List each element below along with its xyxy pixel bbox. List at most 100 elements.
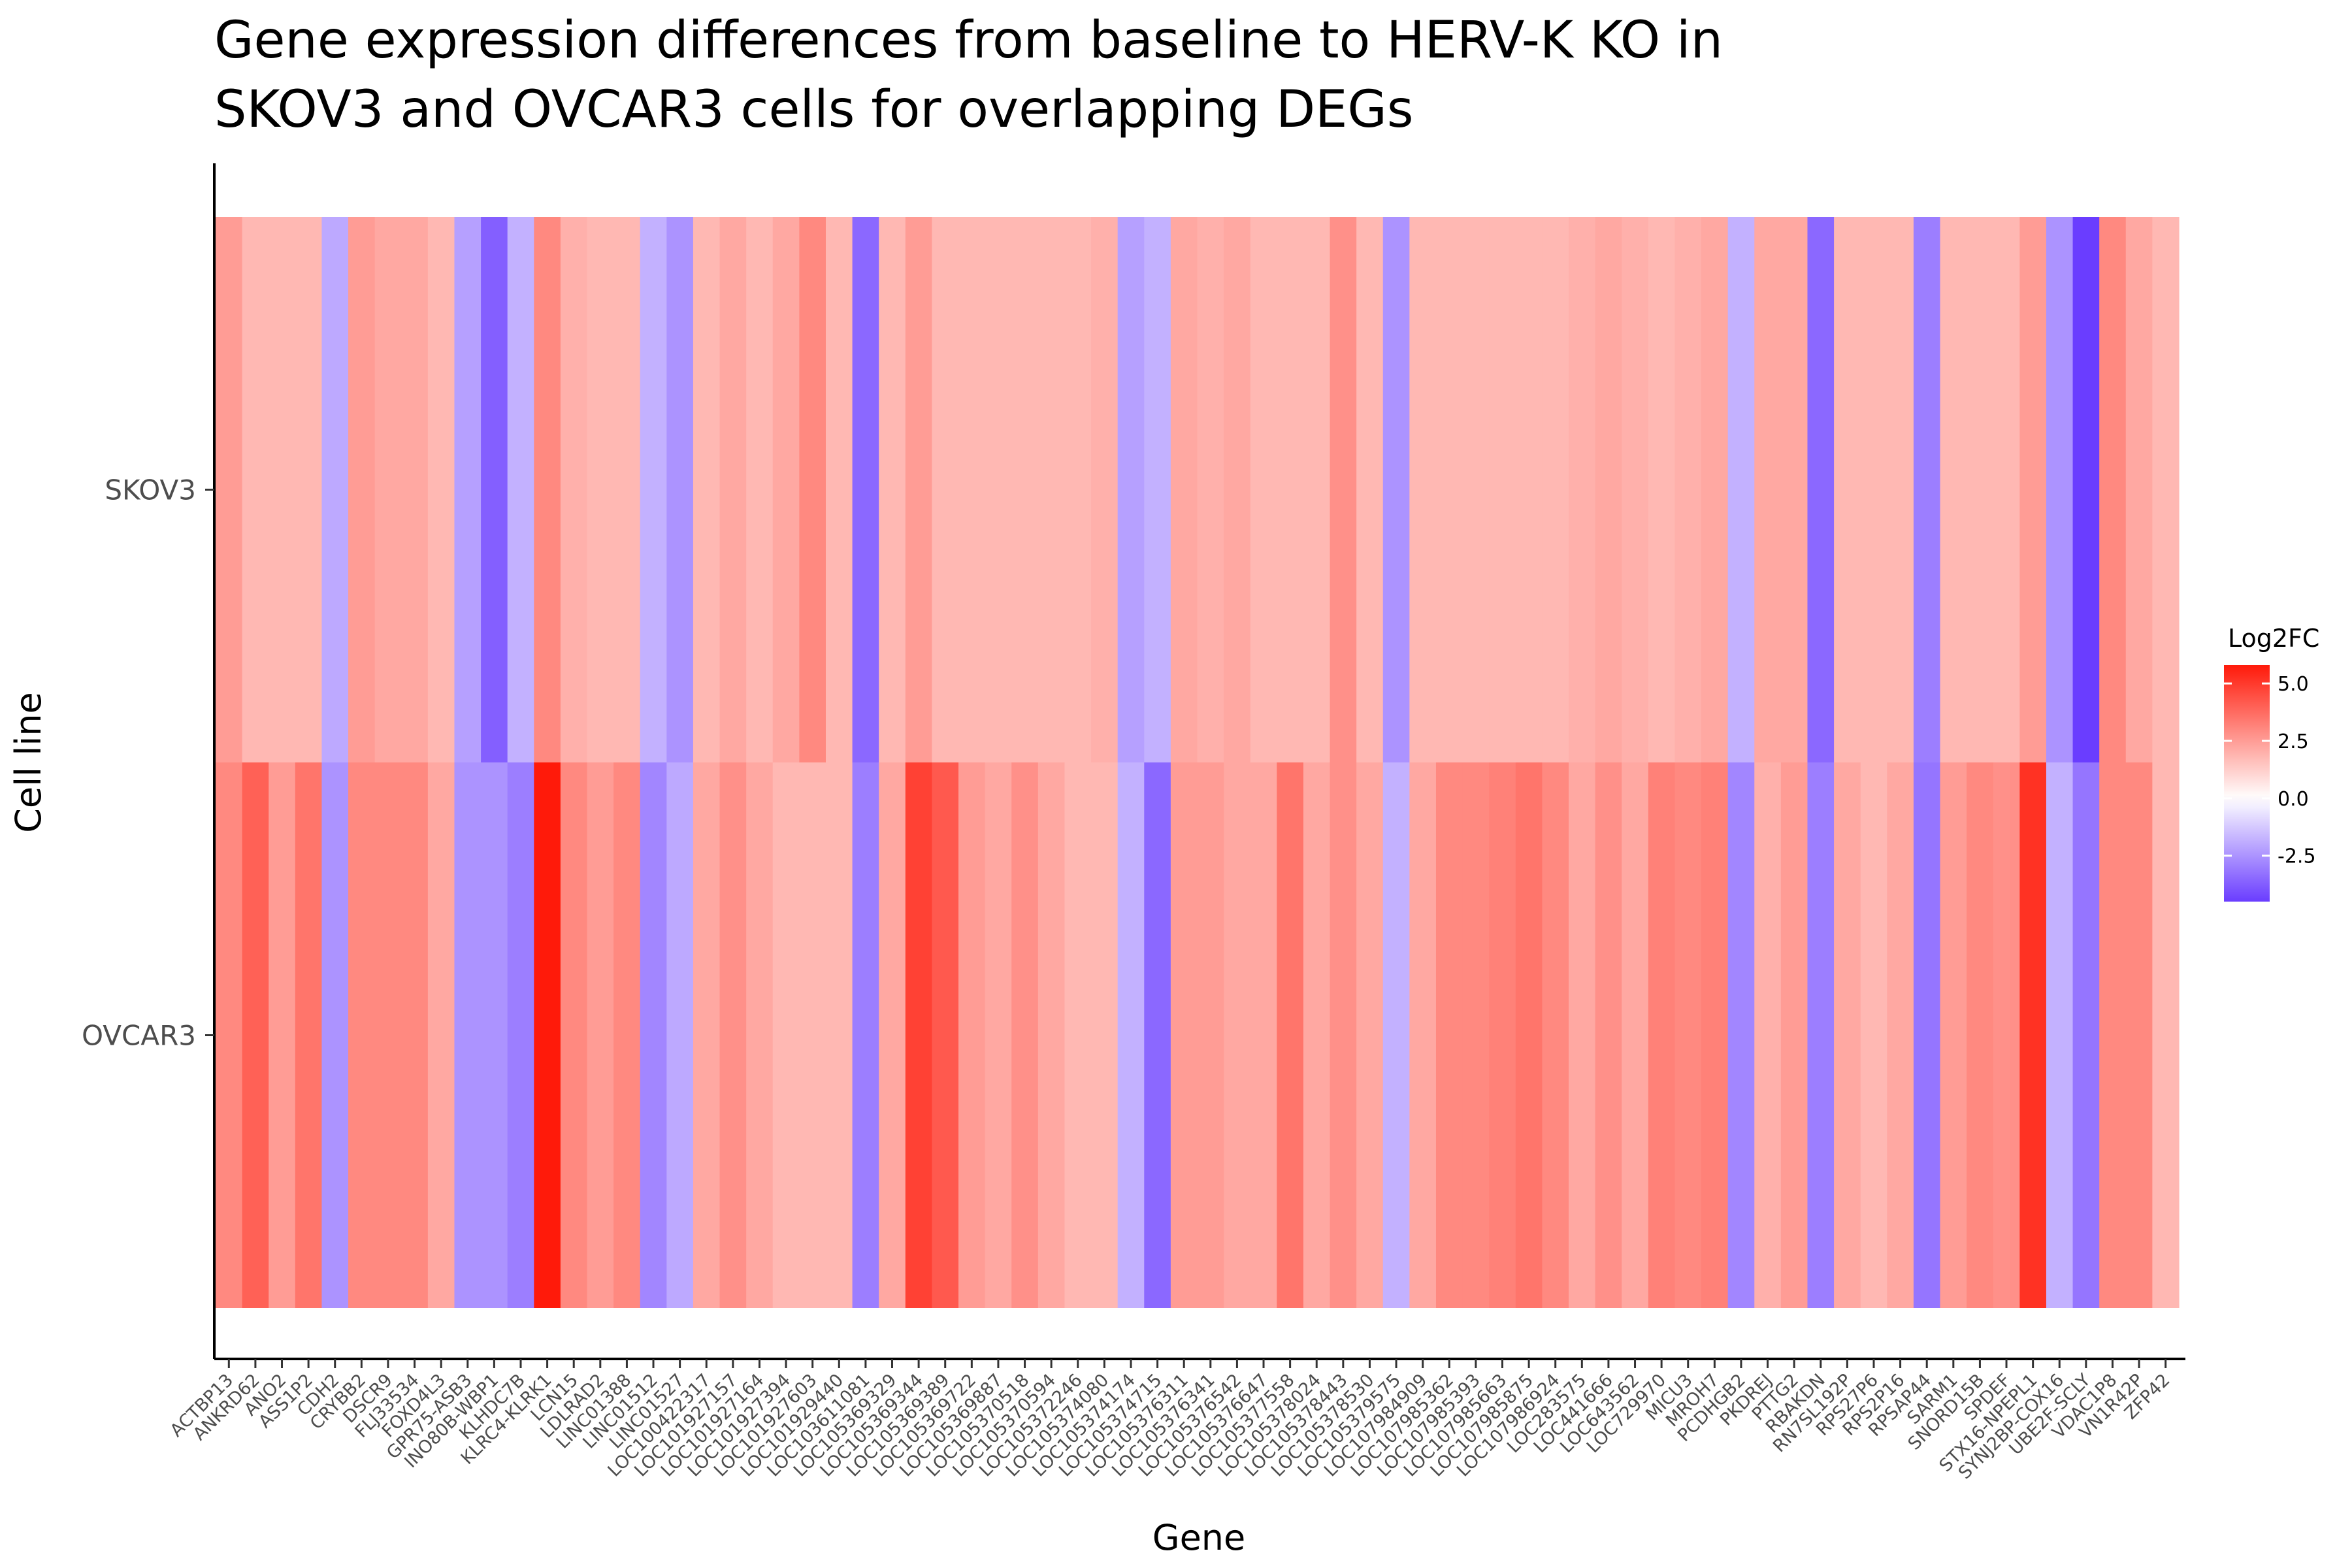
heatmap-cell-skov3-actbp13 bbox=[216, 217, 243, 762]
heatmap-cell-ovcar3-loc105378530 bbox=[1356, 762, 1384, 1308]
heatmap-cell-skov3-rbakdn bbox=[1807, 217, 1835, 762]
heatmap-cell-ovcar3-loc107985875 bbox=[1515, 762, 1543, 1308]
legend-colorbar bbox=[2224, 665, 2270, 902]
heatmap-cell-ovcar3-loc643562 bbox=[1622, 762, 1649, 1308]
legend-tick-label: 0.0 bbox=[2278, 788, 2309, 811]
heatmap-cell-skov3-loc107985875 bbox=[1515, 217, 1543, 762]
chart-title-line-2: SKOV3 and OVCAR3 cells for overlapping D… bbox=[214, 80, 1414, 139]
heatmap-cell-skov3-rps27p6 bbox=[1860, 217, 1887, 762]
heatmap-cell-ovcar3-linc01512 bbox=[640, 762, 667, 1308]
heatmap-cell-skov3-ass1p2 bbox=[295, 217, 323, 762]
heatmap-cell-skov3-loc105379575 bbox=[1382, 217, 1410, 762]
heatmap-cell-ovcar3-gpr75-asb3 bbox=[454, 762, 482, 1308]
heatmap-cell-skov3-mroh7 bbox=[1701, 217, 1729, 762]
heatmap-cell-ovcar3-linc01388 bbox=[613, 762, 641, 1308]
heatmap-cell-ovcar3-loc107985663 bbox=[1489, 762, 1516, 1308]
heatmap-cell-ovcar3-loc107984909 bbox=[1409, 762, 1437, 1308]
heatmap-cell-ovcar3-loc283575 bbox=[1569, 762, 1596, 1308]
heatmap-cell-skov3-ankrd62 bbox=[242, 217, 269, 762]
heatmap-cell-skov3-ano2 bbox=[269, 217, 296, 762]
heatmap-cell-ovcar3-loc100422317 bbox=[693, 762, 721, 1308]
heatmap-cell-skov3-linc01388 bbox=[613, 217, 641, 762]
heatmap-cell-ovcar3-loc105376311 bbox=[1170, 762, 1198, 1308]
heatmap-cell-ovcar3-loc105369887 bbox=[985, 762, 1012, 1308]
heatmap-cell-skov3-rn7sl192p bbox=[1834, 217, 1861, 762]
legend-tick-label: 2.5 bbox=[2278, 730, 2309, 753]
heatmap-cell-skov3-loc105369389 bbox=[932, 217, 959, 762]
heatmap-cell-ovcar3-loc101927394 bbox=[772, 762, 800, 1308]
heatmap-cell-ovcar3-loc105374080 bbox=[1091, 762, 1119, 1308]
heatmap-cell-skov3-loc105374715 bbox=[1144, 217, 1171, 762]
y-axis-title: Cell line bbox=[8, 692, 49, 833]
heatmap-cell-ovcar3-loc105374174 bbox=[1117, 762, 1145, 1308]
heatmap-cell-ovcar3-ube2f-scly bbox=[2072, 762, 2100, 1308]
heatmap-cells bbox=[216, 217, 2180, 1308]
heatmap-cell-skov3-synj2bp-cox16 bbox=[2046, 217, 2074, 762]
heatmap-cell-ovcar3-loc105370518 bbox=[1011, 762, 1039, 1308]
heatmap-cell-ovcar3-loc729970 bbox=[1648, 762, 1676, 1308]
heatmap-cell-ovcar3-pttg2 bbox=[1780, 762, 1808, 1308]
heatmap-cell-skov3-snord15b bbox=[1967, 217, 1994, 762]
heatmap-cell-ovcar3-stx16-npepl1 bbox=[2019, 762, 2047, 1308]
heatmap-cell-ovcar3-crybb2 bbox=[348, 762, 376, 1308]
heatmap-cell-ovcar3-cdh2 bbox=[321, 762, 349, 1308]
heatmap-cell-skov3-loc107984909 bbox=[1409, 217, 1437, 762]
y-tick-label: OVCAR3 bbox=[82, 1020, 196, 1052]
heatmap-cell-ovcar3-ldlrad2 bbox=[587, 762, 614, 1308]
heatmap-cell-ovcar3-ass1p2 bbox=[295, 762, 323, 1308]
x-axis-title: Gene bbox=[1152, 1517, 1246, 1558]
heatmap-cell-skov3-loc105372246 bbox=[1064, 217, 1092, 762]
heatmap-cell-skov3-loc101927394 bbox=[772, 217, 800, 762]
heatmap-cell-skov3-pkdrej bbox=[1754, 217, 1782, 762]
heatmap-cell-ovcar3-loc105377558 bbox=[1277, 762, 1304, 1308]
heatmap-cell-skov3-loc105378530 bbox=[1356, 217, 1384, 762]
heatmap-cell-ovcar3-rbakdn bbox=[1807, 762, 1835, 1308]
heatmap-cell-ovcar3-dscr9 bbox=[374, 762, 402, 1308]
heatmap-cell-skov3-ldlrad2 bbox=[587, 217, 614, 762]
heatmap-cell-ovcar3-pcdhgb2 bbox=[1727, 762, 1755, 1308]
heatmap-cell-ovcar3-mroh7 bbox=[1701, 762, 1729, 1308]
heatmap-cell-skov3-loc107985393 bbox=[1462, 217, 1490, 762]
heatmap-cell-skov3-loc105376542 bbox=[1224, 217, 1251, 762]
heatmap-cell-skov3-crybb2 bbox=[348, 217, 376, 762]
heatmap-cell-ovcar3-loc105374715 bbox=[1144, 762, 1171, 1308]
heatmap-cell-skov3-vdac1p8 bbox=[2099, 217, 2127, 762]
heatmap-cell-ovcar3-ankrd62 bbox=[242, 762, 269, 1308]
heatmap-cell-skov3-zfp42 bbox=[2152, 217, 2180, 762]
heatmap-cell-skov3-pcdhgb2 bbox=[1727, 217, 1755, 762]
heatmap-cell-ovcar3-actbp13 bbox=[216, 762, 243, 1308]
heatmap-cell-ovcar3-loc105378024 bbox=[1303, 762, 1331, 1308]
heatmap-cell-skov3-foxd4l3 bbox=[427, 217, 455, 762]
heatmap-cell-skov3-loc105378024 bbox=[1303, 217, 1331, 762]
heatmap-cell-ovcar3-loc105370594 bbox=[1037, 762, 1066, 1308]
heatmap-cell-skov3-loc101927603 bbox=[799, 217, 826, 762]
heatmap-cell-skov3-ino80b-wbp1 bbox=[481, 217, 508, 762]
heatmap-cell-ovcar3-loc105379575 bbox=[1382, 762, 1410, 1308]
heatmap-cell-skov3-loc107985362 bbox=[1435, 217, 1463, 762]
heatmap-cell-skov3-klhdc7b bbox=[507, 217, 534, 762]
heatmap-cell-skov3-loc105377558 bbox=[1277, 217, 1304, 762]
heatmap-cell-ovcar3-loc105378443 bbox=[1330, 762, 1357, 1308]
heatmap-cell-ovcar3-rps2p16 bbox=[1887, 762, 1914, 1308]
heatmap-cell-skov3-loc105374174 bbox=[1117, 217, 1145, 762]
heatmap-cell-skov3-loc105369329 bbox=[879, 217, 906, 762]
heatmap-cell-ovcar3-pkdrej bbox=[1754, 762, 1782, 1308]
heatmap-cell-ovcar3-synj2bp-cox16 bbox=[2046, 762, 2074, 1308]
heatmap-cell-skov3-loc729970 bbox=[1648, 217, 1676, 762]
heatmap-cell-skov3-loc107985663 bbox=[1489, 217, 1516, 762]
heatmap-cell-ovcar3-loc107986924 bbox=[1542, 762, 1569, 1308]
heatmap-cell-ovcar3-loc101927603 bbox=[799, 762, 826, 1308]
heatmap-cell-ovcar3-snord15b bbox=[1967, 762, 1994, 1308]
heatmap-cell-ovcar3-zfp42 bbox=[2152, 762, 2180, 1308]
legend-title: Log2FC bbox=[2228, 624, 2319, 653]
heatmap-cell-skov3-loc105374080 bbox=[1091, 217, 1119, 762]
heatmap-cell-skov3-loc283575 bbox=[1569, 217, 1596, 762]
heatmap-cell-skov3-loc441666 bbox=[1595, 217, 1622, 762]
heatmap-cell-skov3-spdef bbox=[1993, 217, 2020, 762]
heatmap-cell-skov3-klrc4-klrk1 bbox=[534, 217, 561, 762]
heatmap-cell-ovcar3-loc101927157 bbox=[719, 762, 747, 1308]
heatmap-cell-skov3-loc105376341 bbox=[1197, 217, 1224, 762]
heatmap-cell-ovcar3-sarm1 bbox=[1940, 762, 1967, 1308]
heatmap-cell-ovcar3-loc101927164 bbox=[746, 762, 774, 1308]
